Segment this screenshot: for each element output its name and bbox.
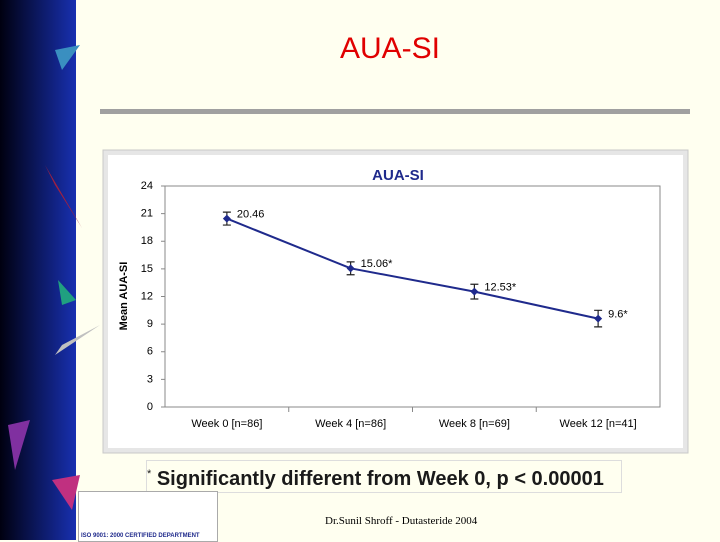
y-tick-label: 3 — [147, 373, 153, 385]
data-label: 20.46 — [237, 209, 265, 221]
y-axis-label: Mean AUA-SI — [118, 262, 130, 331]
slide-title: AUA-SI — [340, 32, 440, 65]
data-line — [226, 217, 599, 320]
chart-title: AUA-SI — [372, 167, 424, 184]
y-tick-label: 12 — [141, 290, 153, 302]
logo: ISO 9001: 2000 CERTIFIED DEPARTMENT — [78, 491, 218, 542]
divider — [100, 109, 690, 114]
decor — [45, 165, 82, 228]
marker — [222, 214, 231, 223]
x-tick-label: Week 0 [n=86] — [191, 418, 262, 430]
plot-area — [164, 185, 661, 408]
decor — [55, 45, 80, 70]
data-label: 15.06* — [361, 258, 394, 270]
decor — [52, 475, 80, 510]
y-tick-label: 0 — [147, 401, 153, 413]
data-label: 9.6* — [608, 309, 628, 321]
logo-caption: ISO 9001: 2000 CERTIFIED DEPARTMENT — [81, 533, 200, 539]
y-tick-label: 15 — [141, 263, 153, 275]
side-strip — [0, 0, 76, 540]
y-tick-label: 6 — [147, 346, 153, 358]
footnote-marker: * — [147, 468, 152, 480]
marker — [594, 314, 603, 323]
y-tick-label: 9 — [147, 318, 153, 330]
data-label: 12.53* — [484, 282, 517, 294]
decor — [8, 420, 30, 470]
footnote-text: Significantly different from Week 0, p <… — [156, 468, 604, 490]
x-tick-label: Week 4 [n=86] — [315, 418, 386, 430]
y-tick-label: 21 — [141, 208, 153, 220]
y-tick-label: 18 — [141, 235, 153, 247]
marker — [346, 264, 355, 273]
decor — [58, 280, 76, 305]
footnote: * Significantly different from Week 0, p… — [146, 460, 622, 493]
y-tick-label: 24 — [141, 180, 153, 192]
footer: Dr.Sunil Shroff - Dutasteride 2004 — [325, 515, 478, 527]
x-tick-label: Week 8 [n=69] — [439, 418, 510, 430]
marker — [470, 287, 479, 296]
x-tick-label: Week 12 [n=41] — [560, 418, 637, 430]
decor — [55, 325, 100, 355]
